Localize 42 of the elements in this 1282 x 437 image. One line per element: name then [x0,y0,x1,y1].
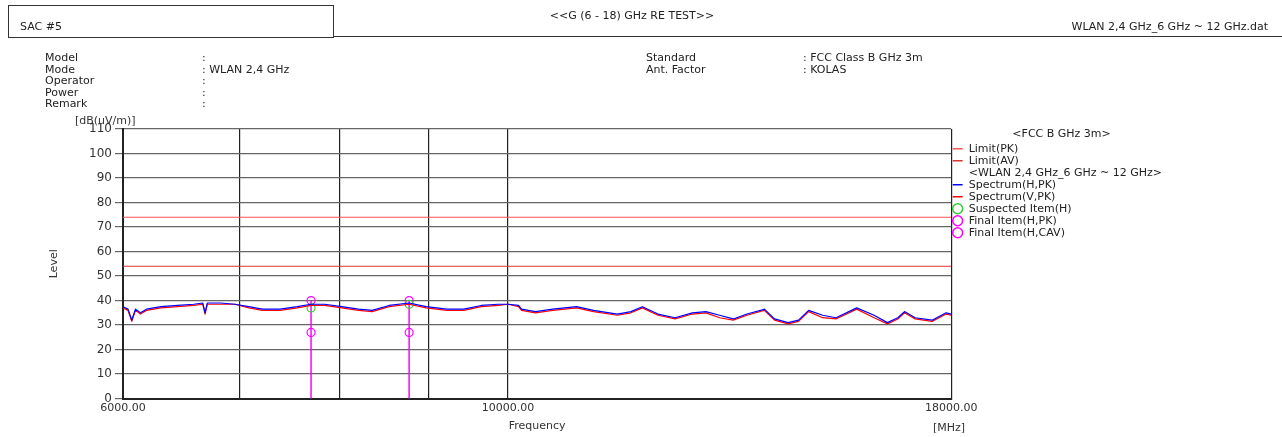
text: Model [45,51,79,64]
legend-label: Limit(AV) [968,153,1019,167]
x-tick-label: 18000.00 [924,401,978,415]
y-tick-label: 20 [96,341,112,356]
text: <WLAN 2,4 GHz_6 GHz ~ 12 GHz> [968,165,1163,179]
text: : [202,85,206,99]
text: Operator [45,74,95,87]
legend-title: <FCC B GHz 3m> [1012,127,1111,141]
text: Remark [45,97,88,110]
x-axis-title: Frequency [508,419,566,433]
y-tick-label: 100 [89,145,112,160]
y-tick-label: 40 [96,292,112,307]
y-tick-label: 30 [96,317,112,332]
x-tick-label: 10000.00 [481,401,535,415]
legend-label: Limit(PK) [968,141,1019,155]
text: WLAN 2,4 GHz_6 GHz ~ 12 GHz.dat [1071,20,1268,33]
text: : [202,51,206,64]
y-tick-label: 50 [96,268,112,283]
y-tick-label: 10 [96,366,112,381]
legend-label: Spectrum(V,PK) [968,189,1056,203]
legend-label: Spectrum(H,PK) [968,177,1057,191]
legend-label: Final Item(H,CAV) [968,225,1065,239]
text: [MHz] [933,421,966,435]
legend-label: Suspected Item(H) [968,201,1072,215]
text: : [202,74,206,87]
text: : KOLAS [803,62,847,76]
chart-title: <<G (6 - 18) GHz RE TEST>> [549,9,715,22]
text: : FCC Class B GHz 3m [803,51,923,64]
y-tick-label: 60 [96,243,112,258]
legend-label: Final Item(H,PK) [968,213,1057,227]
y-tick-label: 90 [96,170,112,185]
text: : [202,97,206,110]
y-tick-label: 70 [96,219,112,234]
text: Standard [646,51,697,64]
y-axis-title: Level [47,249,61,279]
text: Mode [45,62,75,76]
text: Power [45,85,79,99]
text: Ant. Factor [646,62,706,76]
text: : WLAN 2,4 GHz [202,62,290,76]
text: SAC #5 [20,20,62,33]
y-tick-label: 80 [96,194,112,209]
x-tick-label: 6000.00 [100,401,146,415]
